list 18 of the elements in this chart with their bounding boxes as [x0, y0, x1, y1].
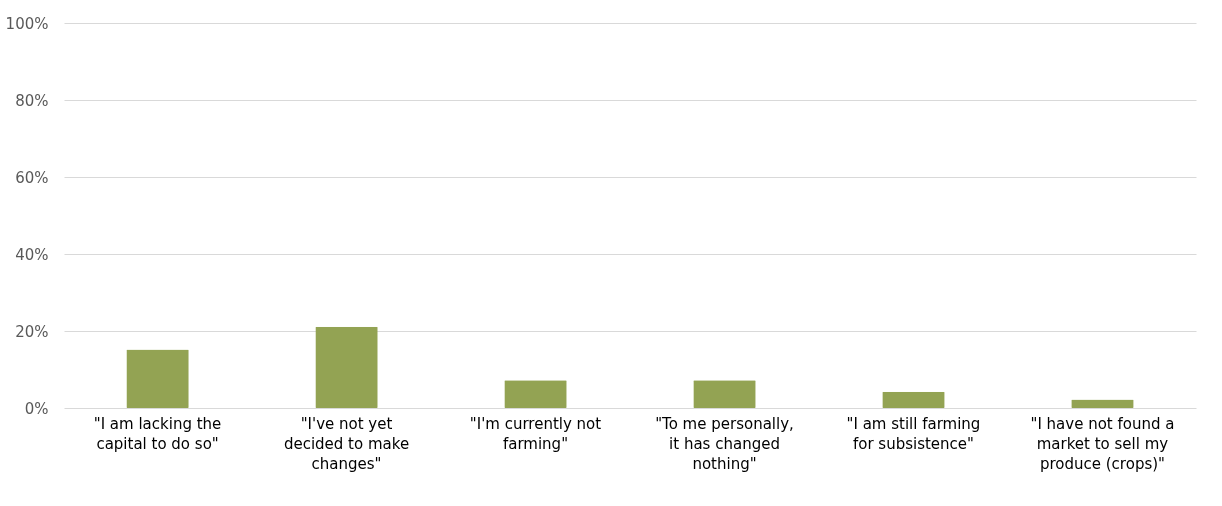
x-tick-label: "I am lacking the capital to do so" — [93, 414, 222, 453]
y-tick-label: 100% — [5, 14, 49, 33]
x-tick-label: "To me personally, it has changed nothing" — [655, 414, 794, 473]
y-tick-label: 40% — [15, 245, 49, 264]
x-tick-label: "I've not yet decided to make changes" — [283, 414, 410, 473]
bar — [693, 380, 756, 408]
y-tick-label: 80% — [15, 91, 49, 110]
bar — [882, 391, 945, 408]
bar — [315, 326, 378, 408]
y-tick-label: 20% — [15, 322, 49, 341]
bar — [1071, 399, 1134, 408]
bar — [126, 349, 189, 408]
x-tick-label: "I'm currently not farming" — [469, 414, 602, 453]
x-tick-label: "I am still farming for subsistence" — [846, 414, 981, 453]
y-tick-label: 0% — [24, 399, 49, 418]
x-tick-label: "I have not found a market to sell my produce (crops)" — [1030, 414, 1175, 473]
bar — [504, 380, 567, 408]
y-tick-label: 60% — [15, 168, 49, 187]
